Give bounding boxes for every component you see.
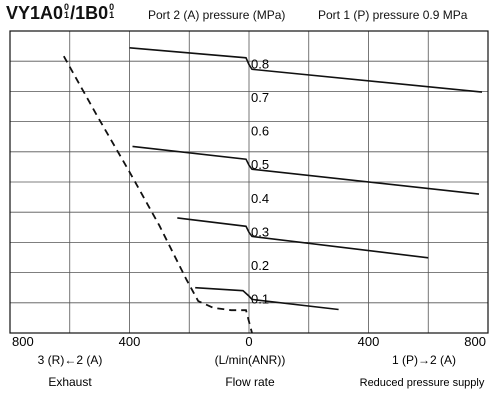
supply-direction-label: 1 (P)→2 (A) xyxy=(392,353,456,367)
model-separator: / xyxy=(70,3,76,23)
exhaust-caption: Exhaust xyxy=(48,375,92,389)
x-tick-label: 0 xyxy=(245,334,252,349)
plot-frame xyxy=(9,30,489,334)
model-a-text: VY1A0 xyxy=(6,3,64,23)
reduced-pressure-caption: Reduced pressure supply xyxy=(360,377,485,389)
series-line-exhaust xyxy=(63,55,253,334)
x-tick-label: 800 xyxy=(12,334,34,349)
curve-label: 0.7 xyxy=(251,90,269,105)
model-b-text: 1B0 xyxy=(75,3,109,23)
chart-title: VY1A0 0 1/1B0 0 1 xyxy=(6,3,115,24)
model-a-variant-bottom: 1 xyxy=(64,10,70,20)
x-tick-label: 800 xyxy=(464,334,486,349)
x-tick-label: 400 xyxy=(119,334,141,349)
x-tick-labels: 800 400 0 400 800 xyxy=(12,334,486,349)
series-line-0.1 xyxy=(195,286,339,311)
curve-label: 0.4 xyxy=(251,191,269,206)
series-header: Port 2 (A) pressure (MPa) xyxy=(148,8,286,22)
supply-pressure-header: Port 1 (P) pressure 0.9 MPa xyxy=(318,8,468,22)
curve-label: 0.5 xyxy=(251,157,269,172)
series-line-0.5 xyxy=(132,145,480,195)
curve-label: 0.6 xyxy=(251,124,269,139)
curve-label: 0.2 xyxy=(251,258,269,273)
series-group xyxy=(63,47,483,334)
curve-label: 0.1 xyxy=(251,291,269,306)
model-b-variant-top: 0 xyxy=(109,2,115,12)
series-line-0.3 xyxy=(177,217,429,259)
curve-label: 0.8 xyxy=(251,57,269,72)
grid xyxy=(10,31,488,333)
model-a-variant-top: 0 xyxy=(64,2,70,12)
exhaust-direction-label: 3 (R)←2 (A) xyxy=(38,353,103,367)
curve-labels: 0.8 0.7 0.6 0.5 0.4 0.3 0.2 0.1 xyxy=(251,57,269,307)
model-b-variant-bottom: 1 xyxy=(109,10,115,20)
x-tick-label: 400 xyxy=(358,334,380,349)
curve-label: 0.3 xyxy=(251,224,269,239)
flow-rate-caption: Flow rate xyxy=(225,375,275,389)
flow-unit-label: (L/min(ANR)) xyxy=(215,353,286,367)
series-line-0.8 xyxy=(129,47,483,93)
